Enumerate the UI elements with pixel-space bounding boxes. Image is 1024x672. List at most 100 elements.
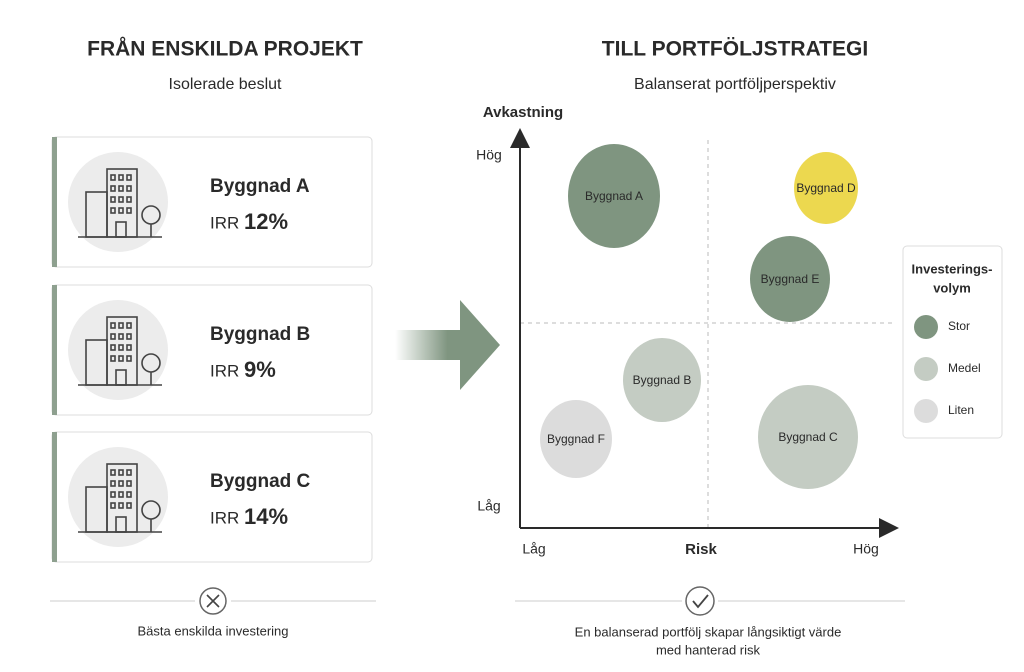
window bbox=[126, 174, 132, 181]
window bbox=[118, 502, 124, 509]
window bbox=[126, 491, 132, 498]
window bbox=[110, 344, 116, 351]
window bbox=[126, 196, 132, 203]
window bbox=[126, 355, 132, 362]
bubble-label: Byggnad C bbox=[778, 430, 838, 444]
card-accent bbox=[52, 432, 57, 562]
icon-bg bbox=[68, 447, 168, 547]
window bbox=[118, 333, 124, 340]
metric-label: IRR bbox=[210, 361, 239, 380]
window bbox=[118, 196, 124, 203]
legend bbox=[902, 245, 1003, 439]
building-card bbox=[51, 136, 373, 268]
window bbox=[118, 491, 124, 498]
left-subtitle: Isolerade beslut bbox=[169, 76, 283, 93]
wing bbox=[85, 486, 108, 533]
window bbox=[118, 480, 124, 487]
bubble bbox=[750, 236, 830, 322]
window bbox=[110, 174, 116, 181]
metric-label: IRR bbox=[210, 213, 239, 232]
window bbox=[110, 491, 116, 498]
bubble-label: Byggnad E bbox=[761, 272, 820, 286]
window bbox=[126, 480, 132, 487]
right-caption: med hanterad risk bbox=[656, 642, 761, 657]
window bbox=[126, 502, 132, 509]
left-title: FRÅN ENSKILDA PROJEKT bbox=[87, 37, 363, 61]
bubble-label: Byggnad F bbox=[547, 432, 605, 446]
window bbox=[118, 344, 124, 351]
y-axis-title: Avkastning bbox=[483, 104, 563, 121]
bubble bbox=[568, 144, 660, 248]
legend-swatch bbox=[914, 357, 938, 381]
window bbox=[110, 502, 116, 509]
left-caption: Bästa enskilda investering bbox=[137, 623, 288, 638]
card-name: Byggnad B bbox=[210, 324, 310, 345]
window bbox=[126, 185, 132, 192]
door bbox=[115, 221, 127, 238]
window bbox=[118, 355, 124, 362]
check-mark bbox=[692, 594, 709, 609]
window bbox=[110, 469, 116, 476]
y-axis-high: Hög bbox=[476, 147, 502, 163]
bubble-label: Byggnad A bbox=[585, 189, 643, 203]
card-accent bbox=[52, 285, 57, 415]
legend-title: Investerings- bbox=[912, 261, 993, 276]
card-accent bbox=[52, 137, 57, 267]
metric-value: 12% bbox=[244, 209, 288, 234]
legend-box bbox=[902, 245, 1003, 439]
right-title: TILL PORTFÖLJSTRATEGI bbox=[602, 38, 868, 61]
wing bbox=[85, 339, 108, 386]
x-mark bbox=[206, 594, 220, 608]
card-name: Byggnad C bbox=[210, 471, 311, 492]
x-axis-high: Hög bbox=[853, 541, 879, 557]
window bbox=[118, 322, 124, 329]
legend-title: volym bbox=[933, 280, 971, 295]
bubble-label: Byggnad D bbox=[796, 181, 856, 195]
door bbox=[115, 516, 127, 533]
window bbox=[110, 185, 116, 192]
door bbox=[115, 369, 127, 386]
bubble bbox=[794, 152, 858, 224]
metric-value: 9% bbox=[244, 357, 276, 382]
x-axis-title: Risk bbox=[685, 541, 717, 558]
window bbox=[110, 355, 116, 362]
metric-label: IRR bbox=[210, 508, 239, 527]
legend-label: Liten bbox=[948, 403, 974, 417]
window bbox=[126, 322, 132, 329]
bubble bbox=[540, 400, 612, 478]
window bbox=[126, 207, 132, 214]
y-axis-low: Låg bbox=[477, 498, 500, 514]
building-icon bbox=[78, 463, 162, 533]
building-card bbox=[51, 431, 373, 563]
metric-value: 14% bbox=[244, 504, 288, 529]
legend-label: Medel bbox=[948, 361, 981, 375]
wing bbox=[85, 191, 108, 238]
window bbox=[110, 333, 116, 340]
window bbox=[118, 469, 124, 476]
window bbox=[110, 196, 116, 203]
window bbox=[118, 185, 124, 192]
right-subtitle: Balanserat portföljperspektiv bbox=[634, 76, 836, 93]
window bbox=[126, 333, 132, 340]
bubble bbox=[623, 338, 701, 422]
transition-arrow bbox=[395, 300, 500, 390]
legend-swatch bbox=[914, 399, 938, 423]
icon-bg bbox=[68, 300, 168, 400]
legend-swatch bbox=[914, 315, 938, 339]
building-card bbox=[51, 284, 373, 416]
window bbox=[110, 322, 116, 329]
building-icon bbox=[78, 316, 162, 386]
window bbox=[118, 207, 124, 214]
bubble-label: Byggnad B bbox=[633, 373, 692, 387]
window bbox=[110, 480, 116, 487]
bubble bbox=[758, 385, 858, 489]
window bbox=[126, 469, 132, 476]
check-icon bbox=[685, 586, 715, 616]
x-axis-low: Låg bbox=[522, 541, 545, 557]
card-name: Byggnad A bbox=[210, 176, 310, 197]
legend-label: Stor bbox=[948, 319, 970, 333]
right-caption: En balanserad portfölj skapar långsiktig… bbox=[575, 624, 842, 639]
window bbox=[126, 344, 132, 351]
icon-bg bbox=[68, 152, 168, 252]
window bbox=[110, 207, 116, 214]
